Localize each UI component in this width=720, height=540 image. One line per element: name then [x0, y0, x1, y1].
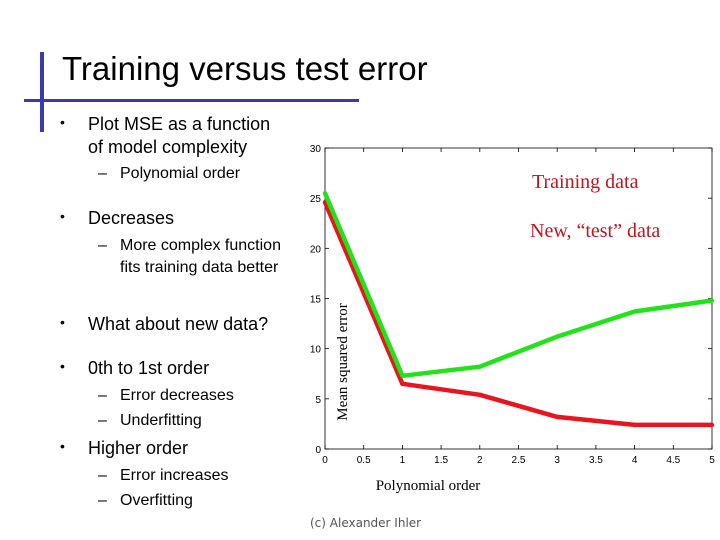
bullet-list: • Plot MSE as a function of model comple… — [0, 0, 330, 540]
series-line — [322, 201, 712, 428]
legend-entry: Training data — [532, 171, 639, 193]
data-point — [709, 298, 715, 303]
data-point — [477, 392, 482, 398]
x-tick-label: 4.5 — [666, 455, 680, 466]
y-axis-label: Mean squared error — [335, 303, 351, 420]
data-point — [555, 334, 560, 339]
x-tick-label: 2.5 — [512, 455, 526, 466]
x-tick-label: 5 — [709, 455, 715, 466]
y-tick-label: 10 — [310, 345, 322, 356]
x-tick-label: 1.5 — [434, 455, 448, 466]
slide-title: Training versus test error — [62, 50, 428, 87]
bullet-item: • Decreases — [60, 208, 175, 228]
title-accent-bar-vertical — [40, 52, 44, 132]
bullet-item: • Higher order — [60, 438, 189, 458]
data-point — [709, 422, 715, 428]
x-tick-label: 3 — [554, 455, 560, 466]
y-tick-label: 0 — [315, 445, 321, 456]
bullet-item: • What about new data? — [60, 314, 269, 334]
y-tick-label: 15 — [310, 295, 322, 306]
bullet-item: • Plot MSE as a function — [60, 114, 271, 134]
y-tick-label: 25 — [310, 194, 322, 205]
sub-bullet-item: – Underfitting — [98, 412, 202, 429]
data-point — [632, 309, 637, 314]
x-tick-label: 2 — [477, 455, 483, 466]
x-tick-label: 0 — [322, 455, 328, 466]
y-tick-label: 30 — [310, 144, 322, 155]
data-point — [400, 381, 405, 386]
bullet-item: • 0th to 1st order — [60, 358, 210, 378]
legend-entry: New, “test” data — [530, 220, 660, 242]
x-tick-label: 4 — [632, 455, 638, 466]
data-point — [400, 373, 405, 378]
title-underline — [24, 99, 359, 102]
y-tick-label: 5 — [315, 395, 321, 406]
bullet-item: of model complexity — [88, 137, 248, 157]
x-tick-label: 0.5 — [357, 455, 371, 466]
sub-bullet-item: – More complex function — [98, 237, 281, 254]
sub-bullet-item: fits training data better — [120, 259, 279, 276]
data-point — [555, 414, 560, 420]
data-point — [477, 364, 482, 369]
copyright-caption: (c) Alexander Ihler — [310, 516, 422, 530]
x-tick-label: 3.5 — [589, 455, 603, 466]
sub-bullet-item: – Overfitting — [98, 492, 193, 509]
data-point — [632, 422, 637, 428]
data-point — [322, 190, 328, 196]
x-axis-label: Polynomial order — [376, 478, 481, 494]
y-tick-label: 20 — [310, 244, 322, 255]
x-tick-label: 1 — [400, 455, 406, 466]
series-line — [322, 192, 713, 379]
sub-bullet-item: – Polynomial order — [98, 165, 241, 182]
sub-bullet-item: – Error increases — [98, 467, 229, 484]
sub-bullet-item: – Error decreases — [98, 387, 234, 404]
